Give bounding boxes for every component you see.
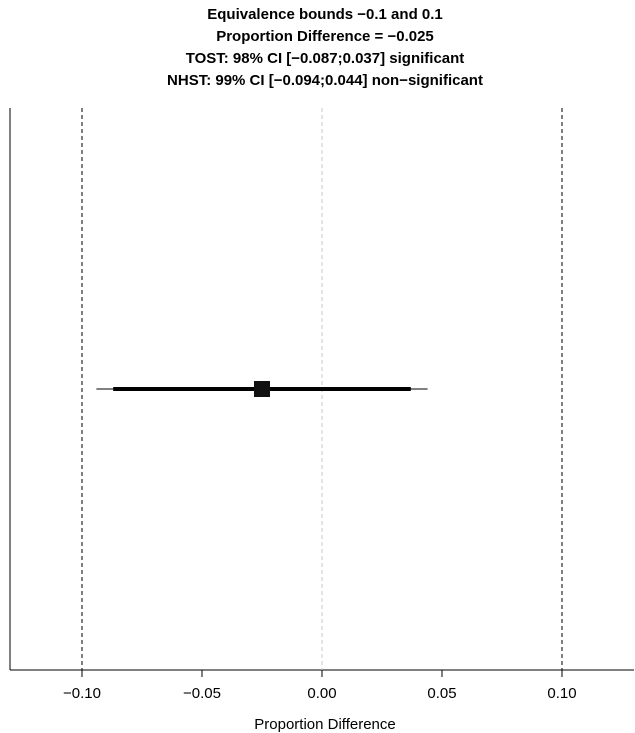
x-tick-label: 0.05 xyxy=(427,685,456,702)
point-estimate-marker xyxy=(254,381,270,397)
chart-title-line-4: NHST: 99% CI [−0.094;0.044] non−signific… xyxy=(167,72,483,89)
x-tick-label: 0.00 xyxy=(307,685,336,702)
x-tick-label: 0.10 xyxy=(547,685,576,702)
plot-layer: −0.10 −0.05 0.00 0.05 0.10 xyxy=(9,108,634,702)
chart-title-line-2: Proportion Difference = −0.025 xyxy=(216,28,434,45)
chart-title-line-3: TOST: 98% CI [−0.087;0.037] significant xyxy=(185,50,465,67)
chart-title-line-1: Equivalence bounds −0.1 and 0.1 xyxy=(207,6,443,23)
x-tick-label: −0.05 xyxy=(183,685,221,702)
x-tick-label: −0.10 xyxy=(63,685,101,702)
x-axis-label: Proportion Difference xyxy=(254,716,395,733)
